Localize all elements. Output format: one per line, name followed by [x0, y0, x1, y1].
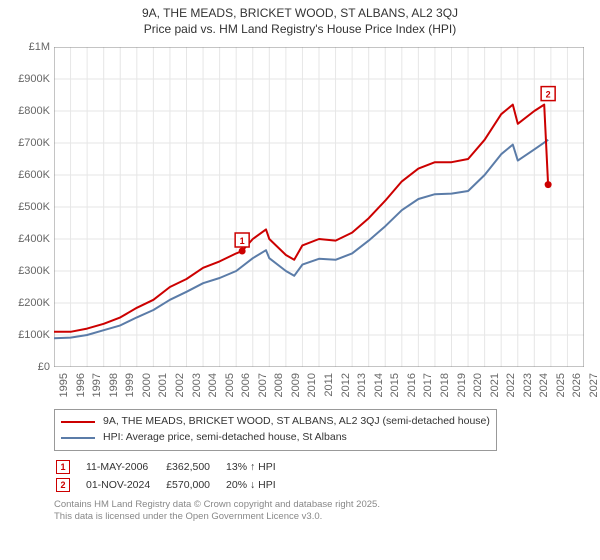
- x-axis-label: 2021: [489, 373, 501, 397]
- y-axis-label: £700K: [8, 137, 50, 149]
- y-axis-label: £100K: [8, 329, 50, 341]
- title-line-2: Price paid vs. HM Land Registry's House …: [8, 22, 592, 38]
- legend-swatch: [61, 421, 95, 423]
- chart-title-block: 9A, THE MEADS, BRICKET WOOD, ST ALBANS, …: [8, 6, 592, 37]
- x-axis-label: 2001: [157, 373, 169, 397]
- x-axis-label: 2009: [290, 373, 302, 397]
- x-axis-label: 2008: [273, 373, 285, 397]
- x-axis-label: 2014: [373, 373, 385, 397]
- y-axis-label: £300K: [8, 265, 50, 277]
- sale-delta: 13% ↑ HPI: [226, 459, 290, 475]
- table-row: 2 01-NOV-2024£570,00020% ↓ HPI: [56, 477, 290, 493]
- x-axis-label: 2013: [356, 373, 368, 397]
- x-axis-label: 1997: [91, 373, 103, 397]
- x-axis-label: 2019: [456, 373, 468, 397]
- x-axis-label: 2026: [571, 373, 583, 397]
- y-axis-label: £900K: [8, 73, 50, 85]
- x-axis-label: 2018: [439, 373, 451, 397]
- x-axis-label: 2027: [588, 373, 600, 397]
- sales-table: 1 11-MAY-2006£362,50013% ↑ HPI 2 01-NOV-202…: [54, 457, 292, 495]
- x-axis-label: 2017: [422, 373, 434, 397]
- sale-price: £362,500: [166, 459, 224, 475]
- footer-line-1: Contains HM Land Registry data © Crown c…: [54, 499, 592, 511]
- legend-label: 9A, THE MEADS, BRICKET WOOD, ST ALBANS, …: [103, 414, 490, 430]
- attribution-footer: Contains HM Land Registry data © Crown c…: [54, 499, 592, 523]
- sale-date: 11-MAY-2006: [86, 459, 164, 475]
- sale-delta: 20% ↓ HPI: [226, 477, 290, 493]
- x-axis-label: 2022: [505, 373, 517, 397]
- legend-item: 9A, THE MEADS, BRICKET WOOD, ST ALBANS, …: [61, 414, 490, 430]
- sale-marker-icon: 2: [56, 478, 70, 492]
- y-axis-label: £200K: [8, 297, 50, 309]
- x-axis-label: 2004: [207, 373, 219, 397]
- x-axis-label: 2010: [306, 373, 318, 397]
- svg-text:2: 2: [546, 90, 551, 100]
- x-axis-label: 2005: [224, 373, 236, 397]
- sale-marker-icon: 1: [56, 460, 70, 474]
- y-axis-label: £1M: [8, 41, 50, 53]
- x-axis-label: 2006: [240, 373, 252, 397]
- legend-label: HPI: Average price, semi-detached house,…: [103, 430, 347, 446]
- x-axis-label: 2025: [555, 373, 567, 397]
- x-axis-label: 1998: [108, 373, 120, 397]
- x-axis-label: 2002: [174, 373, 186, 397]
- y-axis-label: £400K: [8, 233, 50, 245]
- x-axis-label: 1995: [58, 373, 70, 397]
- title-line-1: 9A, THE MEADS, BRICKET WOOD, ST ALBANS, …: [8, 6, 592, 22]
- y-axis-label: £500K: [8, 201, 50, 213]
- y-axis-label: £0: [8, 361, 50, 373]
- sale-date: 01-NOV-2024: [86, 477, 164, 493]
- svg-text:1: 1: [240, 236, 245, 246]
- y-axis-label: £800K: [8, 105, 50, 117]
- x-axis-label: 2023: [522, 373, 534, 397]
- legend: 9A, THE MEADS, BRICKET WOOD, ST ALBANS, …: [54, 409, 497, 451]
- x-axis-label: 2015: [389, 373, 401, 397]
- x-axis-label: 2007: [257, 373, 269, 397]
- legend-swatch: [61, 437, 95, 439]
- x-axis-label: 2003: [191, 373, 203, 397]
- x-axis-label: 2011: [323, 373, 335, 397]
- x-axis-label: 2024: [538, 373, 550, 397]
- sale-price: £570,000: [166, 477, 224, 493]
- x-axis-label: 1996: [75, 373, 87, 397]
- line-chart: 12: [54, 47, 584, 367]
- table-row: 1 11-MAY-2006£362,50013% ↑ HPI: [56, 459, 290, 475]
- legend-item: HPI: Average price, semi-detached house,…: [61, 430, 490, 446]
- x-axis-label: 2012: [340, 373, 352, 397]
- footer-line-2: This data is licensed under the Open Gov…: [54, 511, 592, 523]
- x-axis-label: 2000: [141, 373, 153, 397]
- x-axis-label: 1999: [124, 373, 136, 397]
- chart-area: £0 £100K £200K £300K £400K £500K £600K £700K £80…: [8, 43, 592, 403]
- y-axis-label: £600K: [8, 169, 50, 181]
- x-axis-label: 2016: [406, 373, 418, 397]
- x-axis-label: 2020: [472, 373, 484, 397]
